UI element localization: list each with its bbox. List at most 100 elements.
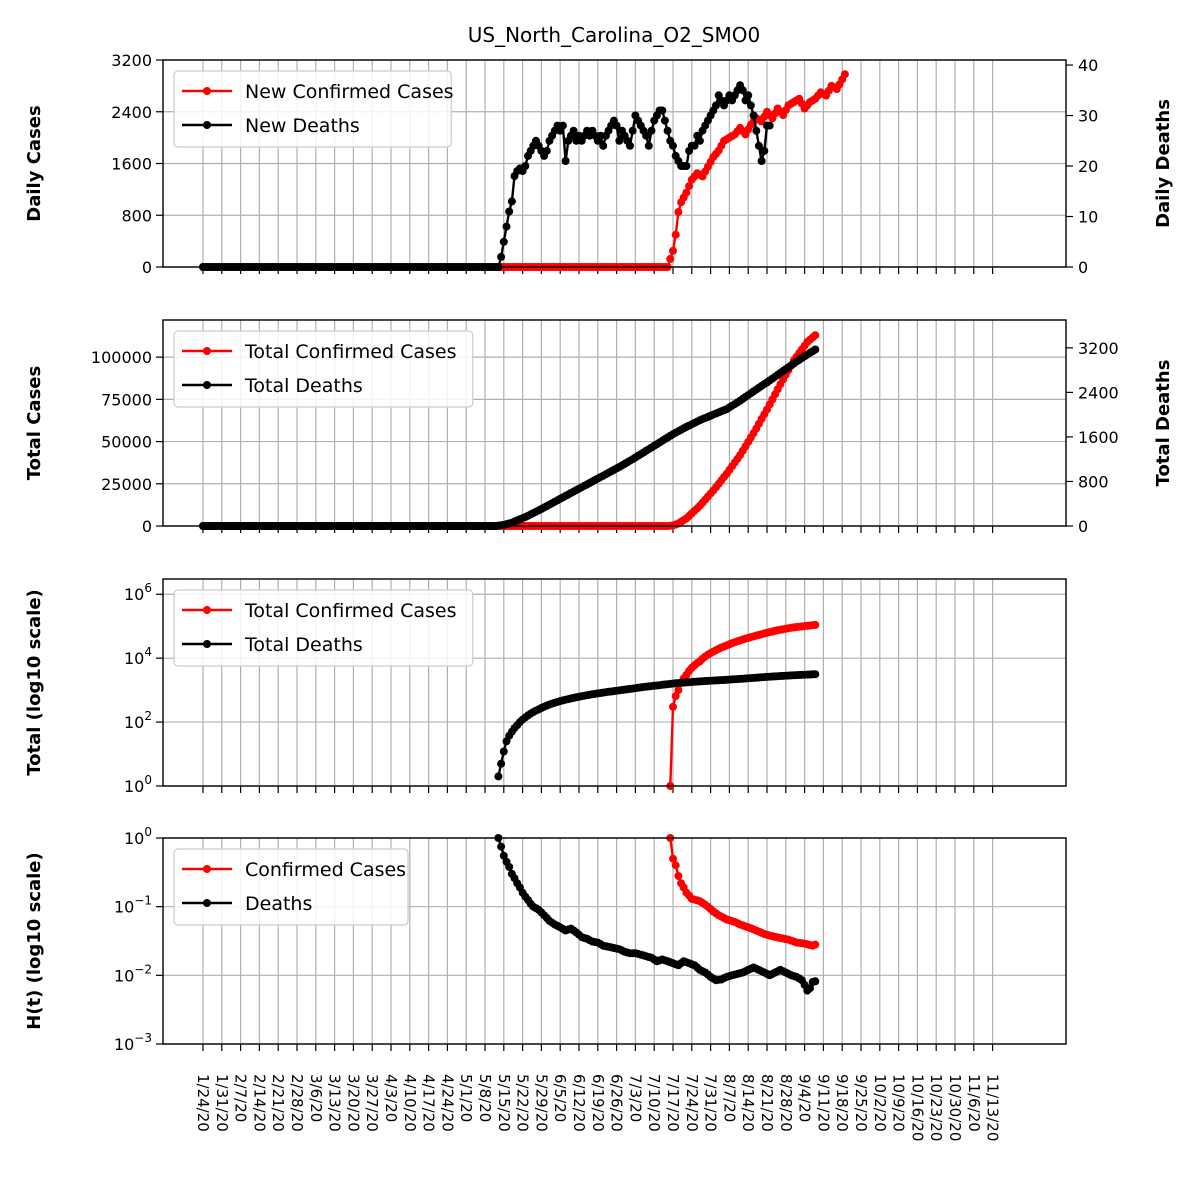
x-tick-label: 7/3/20 [626, 1074, 644, 1122]
x-tick-label: 2/7/20 [232, 1074, 250, 1122]
x-tick-label: 6/26/20 [608, 1074, 626, 1132]
x-tick-label: 9/25/20 [852, 1074, 870, 1132]
x-tick-label: 8/14/20 [739, 1074, 757, 1132]
data-point [682, 188, 691, 197]
x-tick-label: 10/16/20 [908, 1074, 926, 1141]
legend-entry: Total Confirmed Cases [244, 600, 457, 622]
y-tick-label: 100 [124, 825, 152, 848]
x-tick-label: 10/2/20 [871, 1074, 889, 1132]
data-point [749, 111, 758, 120]
data-point [569, 126, 578, 135]
x-tick-label: 8/28/20 [777, 1074, 795, 1132]
legend-swatch-marker [203, 865, 211, 873]
y-axis-label: H(t) (log10 scale) [24, 852, 45, 1030]
legend-box [173, 70, 452, 148]
data-point [744, 91, 753, 100]
legend-swatch-marker [203, 899, 211, 907]
legend-entry: Confirmed Cases [245, 859, 406, 881]
legend-swatch-marker [203, 121, 211, 129]
plot-frame [162, 59, 1067, 268]
y-tick-label-right: 30 [1078, 107, 1098, 126]
x-tick-label: 9/18/20 [833, 1074, 851, 1132]
data-point [674, 686, 683, 695]
y-tick-label: 75000 [101, 390, 152, 409]
series-line-total-deaths [497, 673, 816, 777]
legend-entry: New Confirmed Cases [245, 81, 454, 103]
y-tick-label-right: 2400 [1078, 383, 1119, 402]
y-tick-label-right: 40 [1078, 56, 1098, 75]
data-point [760, 146, 769, 155]
legend: Total Confirmed Cases Total Deaths [173, 330, 474, 408]
plot-frame [162, 319, 1067, 527]
data-point [558, 121, 567, 130]
y-axis-label-right: Total Deaths [1153, 360, 1174, 487]
x-tick-label: 6/12/20 [570, 1074, 588, 1132]
x-tick-label: 5/8/20 [476, 1074, 494, 1122]
data-point [682, 162, 691, 170]
legend: New Confirmed Cases New Deaths [173, 70, 454, 148]
y-tick-label: 2400 [111, 103, 152, 122]
y-tick-label-right: 3200 [1078, 339, 1119, 358]
data-point [765, 121, 774, 130]
data-point [497, 842, 506, 851]
data-point [754, 141, 763, 150]
data-point [746, 101, 755, 110]
x-tick-label: 7/17/20 [664, 1074, 682, 1132]
x-tick-label: 2/21/20 [269, 1074, 287, 1132]
data-point [690, 141, 699, 150]
data-point [671, 230, 680, 239]
y-tick-label: 106 [124, 581, 152, 604]
y-tick-label: 102 [124, 709, 152, 732]
data-point [494, 772, 503, 781]
x-tick-label: 11/13/20 [984, 1074, 1002, 1141]
data-point [840, 70, 849, 79]
y-tick-label-right: 20 [1078, 157, 1098, 176]
y-tick-label: 25000 [101, 475, 152, 494]
y-tick-label: 0 [142, 517, 152, 536]
y-tick-label: 10−1 [114, 894, 152, 917]
y-tick-label: 10−3 [114, 1031, 152, 1054]
x-tick-label: 2/28/20 [288, 1074, 306, 1132]
series-markers-total-deaths [494, 670, 820, 781]
panel-4: 10−3 10−2 10−1 100 H(t) (log10 scale) Confirm… [24, 825, 1067, 1054]
data-point [669, 246, 677, 255]
chart-title: US_North_Carolina_O2_SMO0 [468, 23, 760, 47]
legend-box [173, 330, 474, 408]
data-point [497, 759, 506, 768]
data-point [674, 208, 683, 216]
data-point [505, 862, 514, 871]
data-point [671, 692, 680, 701]
y-tick-label: 800 [121, 206, 152, 225]
x-tick-label: 3/27/20 [363, 1074, 381, 1132]
data-point [806, 984, 814, 993]
data-point [811, 940, 820, 949]
x-axis-date-labels: 1/24/20 1/31/20 2/7/20 2/14/20 2/21/20 2/28/2… [194, 1074, 1002, 1141]
x-tick-label: 5/15/20 [495, 1074, 513, 1132]
panel-2: 0 25000 50000 75000 100000 0 800 1600 2400 3200 To… [24, 319, 1174, 536]
data-point [599, 141, 608, 150]
data-point [499, 851, 508, 860]
x-tick-label: 4/10/20 [401, 1074, 419, 1132]
data-point [612, 121, 621, 130]
y-tick-label: 104 [124, 645, 152, 668]
y-tick-label-right: 10 [1078, 208, 1098, 227]
legend-entry: Total Deaths [244, 634, 363, 656]
y-tick-label-right: 0 [1078, 517, 1088, 536]
data-point [647, 126, 656, 135]
y-tick-label: 100000 [91, 348, 152, 367]
legend-entry: Total Confirmed Cases [244, 341, 457, 363]
y-tick-label: 10−2 [114, 962, 152, 985]
series-group [494, 620, 820, 790]
x-tick-label: 10/30/20 [946, 1074, 964, 1141]
x-tick-label: 3/6/20 [307, 1074, 325, 1122]
data-point [695, 136, 704, 145]
plot-frame [162, 578, 1067, 787]
y-axis-label: Daily Cases [24, 105, 45, 221]
series-markers-deaths [494, 834, 820, 995]
legend-box [173, 848, 409, 926]
data-point [542, 146, 551, 155]
data-point [811, 620, 820, 629]
series-markers-new-deaths [199, 81, 774, 271]
y-tick-label: 0 [142, 258, 152, 277]
